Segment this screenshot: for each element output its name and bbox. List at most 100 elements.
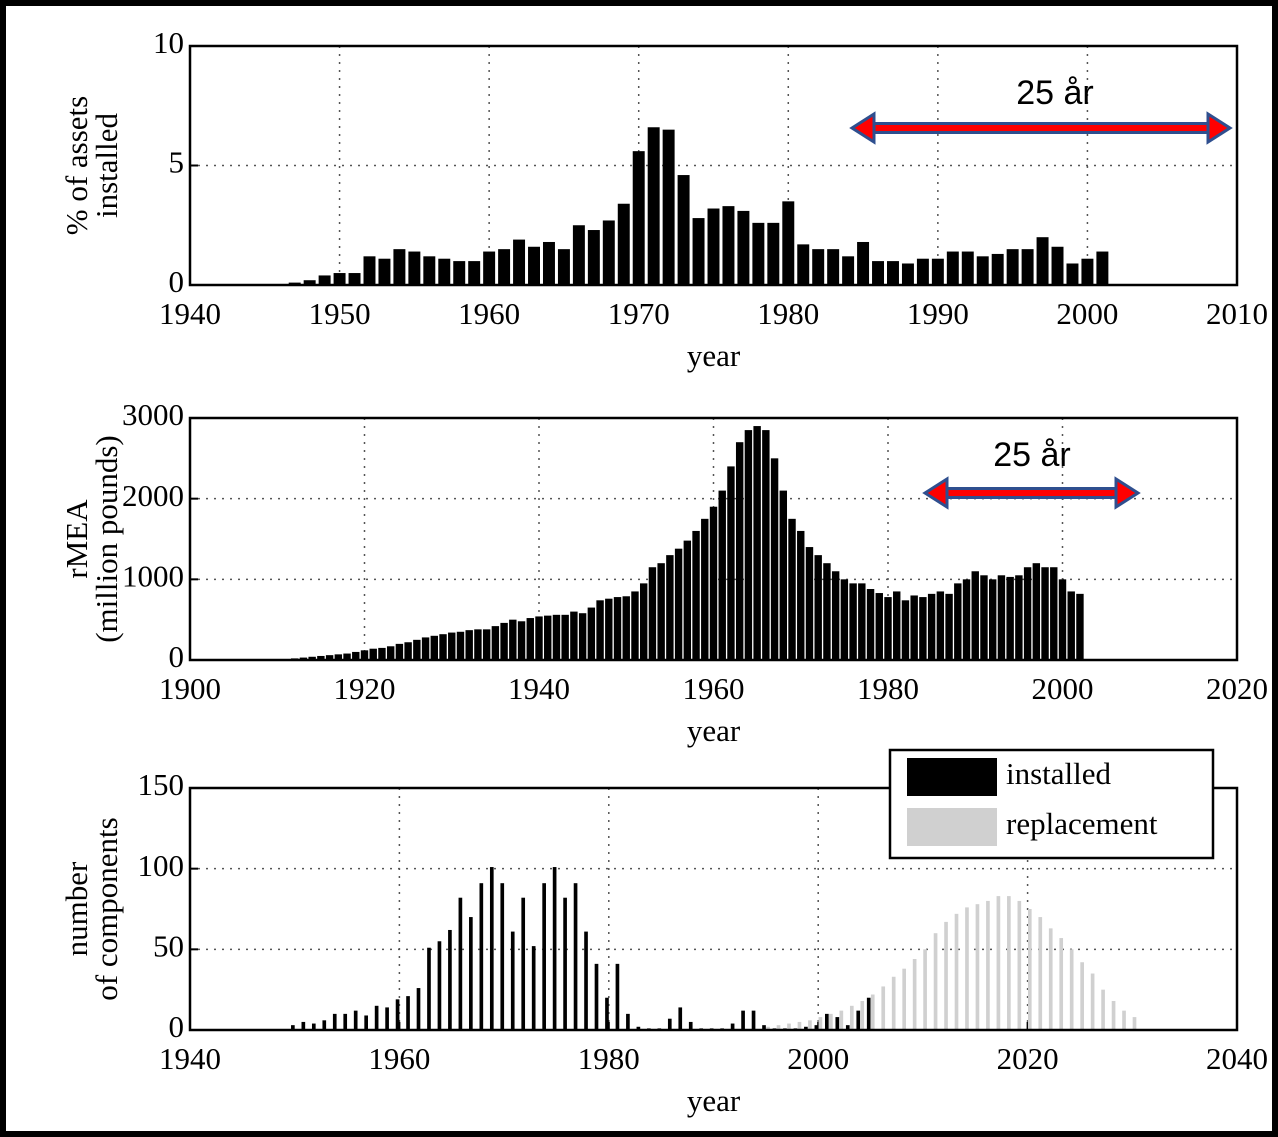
- x-tick-label: 1980: [578, 1041, 640, 1076]
- y-tick-label: 1000: [122, 558, 184, 593]
- bar: [825, 1013, 829, 1030]
- bar: [805, 547, 814, 660]
- bar: [996, 896, 1001, 1030]
- bar: [596, 600, 604, 660]
- bar: [1067, 591, 1075, 660]
- x-tick-label: 1970: [608, 296, 670, 331]
- y-tick-label: 2000: [122, 478, 184, 513]
- x-tick-label: 2040: [1206, 1041, 1268, 1076]
- bar: [954, 913, 959, 1030]
- bar: [594, 963, 599, 1030]
- bar: [842, 256, 855, 285]
- bar: [468, 261, 481, 285]
- bar: [692, 218, 705, 285]
- bar: [406, 996, 410, 1030]
- bar: [997, 575, 1006, 660]
- bar: [1017, 900, 1022, 1030]
- bar: [677, 175, 690, 285]
- bar: [1032, 563, 1041, 660]
- bar: [678, 1007, 683, 1030]
- double-arrow: [849, 111, 1233, 145]
- bar: [812, 249, 825, 285]
- bar: [605, 997, 609, 1030]
- bar: [797, 244, 810, 285]
- bar: [291, 1025, 295, 1030]
- bar: [744, 430, 753, 660]
- bar: [856, 1010, 861, 1030]
- bar: [552, 867, 557, 1030]
- y-tick-label: 0: [169, 639, 185, 674]
- bar: [1036, 237, 1049, 285]
- bar: [657, 563, 665, 660]
- bar: [709, 506, 718, 660]
- y-tick-label: 50: [153, 928, 184, 963]
- bar: [303, 280, 316, 285]
- bar: [369, 648, 377, 660]
- bar: [662, 129, 675, 285]
- bar: [408, 251, 421, 285]
- bar: [840, 579, 849, 660]
- x-tick-label: 2020: [997, 1041, 1059, 1076]
- bar: [647, 127, 660, 285]
- bar: [561, 614, 569, 660]
- bar: [364, 1015, 368, 1030]
- bar: [318, 275, 331, 285]
- bar: [572, 225, 585, 285]
- bar: [962, 579, 971, 660]
- x-axis-label: year: [687, 713, 741, 748]
- bar: [1069, 949, 1074, 1030]
- arrow-head: [1206, 111, 1233, 145]
- bar: [945, 593, 953, 660]
- bar: [827, 249, 840, 285]
- bar: [988, 579, 997, 660]
- x-tick-label: 2010: [1206, 296, 1268, 331]
- bar: [872, 261, 885, 285]
- bar: [730, 1023, 735, 1030]
- bar: [936, 591, 945, 660]
- bar: [770, 458, 779, 660]
- x-tick-label: 2000: [787, 1041, 849, 1076]
- bar: [1021, 249, 1034, 285]
- bar: [866, 997, 871, 1030]
- bar: [839, 1010, 844, 1030]
- bar: [632, 151, 645, 285]
- arrow-head: [922, 476, 949, 510]
- bar: [404, 642, 412, 660]
- bar: [458, 897, 463, 1030]
- bar: [474, 629, 482, 660]
- bar: [858, 583, 866, 660]
- bar: [378, 647, 386, 660]
- bar: [509, 619, 517, 660]
- bar: [626, 1013, 630, 1030]
- bar: [573, 883, 578, 1030]
- bar: [479, 883, 484, 1030]
- bar: [923, 949, 927, 1030]
- bar: [814, 555, 822, 660]
- bar: [605, 598, 613, 660]
- bar: [301, 1021, 306, 1030]
- bar: [1101, 989, 1105, 1030]
- bar: [465, 630, 473, 660]
- bar: [317, 655, 325, 660]
- bar: [334, 654, 343, 660]
- bar: [430, 635, 439, 660]
- bar: [823, 563, 831, 660]
- bar: [648, 567, 657, 660]
- bar: [1066, 263, 1079, 285]
- bar: [489, 867, 494, 1030]
- bar: [1048, 928, 1053, 1030]
- bar: [544, 615, 552, 660]
- bar: [352, 651, 360, 660]
- y-tick-label: 0: [169, 1009, 185, 1044]
- bar: [469, 917, 473, 1030]
- bar: [741, 1010, 745, 1030]
- bar: [919, 597, 927, 660]
- bar: [766, 1026, 770, 1030]
- bar: [416, 988, 421, 1030]
- bar: [427, 947, 431, 1030]
- bar: [946, 251, 959, 285]
- bar: [448, 929, 452, 1030]
- bar: [552, 614, 561, 660]
- bar: [737, 210, 750, 285]
- bar: [893, 591, 901, 660]
